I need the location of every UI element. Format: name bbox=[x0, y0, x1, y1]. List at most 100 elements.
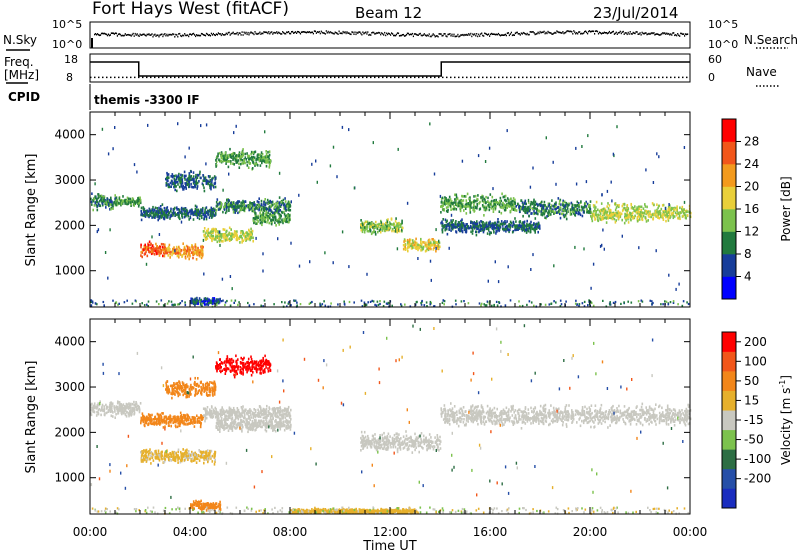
ground-scatter-cell bbox=[299, 303, 302, 306]
noise-sample bbox=[258, 32, 260, 35]
scatter-cell bbox=[461, 202, 464, 206]
scatter-cell bbox=[269, 216, 271, 220]
noise-sample bbox=[425, 35, 427, 37]
scatter-cell bbox=[212, 211, 214, 214]
scatter-cell bbox=[430, 247, 432, 251]
scatter-cell bbox=[564, 207, 567, 211]
scatter-cell bbox=[468, 197, 470, 201]
scatter-cell bbox=[143, 214, 145, 217]
scatter-cell bbox=[481, 204, 484, 207]
scatter-cell bbox=[503, 204, 506, 207]
scatter-cell bbox=[518, 226, 520, 230]
ground-scatter-cell bbox=[226, 299, 228, 303]
scatter-cell bbox=[476, 204, 479, 207]
noise-cell bbox=[107, 276, 109, 280]
scatter-cell bbox=[462, 195, 464, 198]
scatter-cell bbox=[265, 201, 267, 205]
scatter-cell bbox=[387, 218, 389, 221]
scatter-cell bbox=[514, 208, 516, 212]
scatter-cell bbox=[233, 233, 236, 237]
scatter-cell bbox=[641, 217, 643, 221]
noise-sample bbox=[129, 34, 131, 36]
scatter-cell bbox=[461, 223, 463, 227]
noise-sample bbox=[556, 30, 558, 32]
scatter-cell bbox=[147, 242, 149, 246]
scatter-cell bbox=[166, 251, 168, 255]
ground-scatter-cell bbox=[377, 303, 380, 306]
scatter-cell bbox=[109, 203, 112, 206]
noise-sample bbox=[613, 33, 615, 35]
ground-scatter-cell bbox=[430, 302, 432, 305]
scatter-cell bbox=[210, 208, 213, 211]
scatter-cell bbox=[192, 256, 194, 260]
ground-scatter-cell bbox=[609, 303, 611, 306]
ground-scatter-cell bbox=[420, 302, 422, 305]
scatter-cell bbox=[510, 197, 512, 201]
scatter-cell bbox=[115, 202, 117, 206]
scatter-cell bbox=[232, 232, 234, 236]
scatter-cell bbox=[415, 237, 417, 241]
scatter-cell bbox=[178, 210, 180, 214]
scatter-cell bbox=[673, 215, 676, 218]
scatter-cell bbox=[217, 230, 220, 233]
scatter-cell bbox=[665, 215, 667, 219]
scatter-cell bbox=[273, 216, 276, 219]
noise-sample bbox=[273, 31, 275, 34]
scatter-cell bbox=[258, 158, 261, 161]
scatter-cell bbox=[667, 206, 670, 209]
scatter-cell bbox=[600, 202, 603, 205]
noise-sample bbox=[684, 35, 686, 37]
noise-sample bbox=[299, 32, 302, 35]
ground-scatter-cell bbox=[90, 300, 92, 303]
scatter-cell bbox=[571, 208, 574, 212]
ground-scatter-cell bbox=[664, 300, 666, 303]
scatter-cell bbox=[156, 210, 159, 213]
scatter-cell bbox=[537, 212, 539, 216]
scatter-cell bbox=[503, 222, 506, 226]
scatter-cell bbox=[525, 231, 528, 234]
noise-sample bbox=[430, 35, 432, 38]
noise-sample bbox=[166, 33, 168, 36]
noise-sample bbox=[453, 33, 455, 36]
scatter-cell bbox=[679, 206, 681, 210]
scatter-cell bbox=[360, 228, 363, 232]
scatter-cell bbox=[160, 214, 162, 217]
scatter-cell bbox=[599, 218, 602, 221]
scatter-cell bbox=[645, 220, 648, 223]
noise-sample bbox=[331, 32, 333, 34]
noise-sample bbox=[231, 32, 233, 35]
noise-cell bbox=[599, 244, 602, 248]
scatter-cell bbox=[152, 205, 154, 209]
scatter-cell bbox=[185, 213, 188, 216]
noise-sample bbox=[282, 31, 284, 33]
noise-sample bbox=[172, 33, 174, 35]
noise-cell bbox=[433, 172, 436, 176]
scatter-cell bbox=[234, 234, 237, 237]
scatter-cell bbox=[360, 223, 362, 227]
scatter-cell bbox=[412, 246, 414, 249]
noise-sample bbox=[205, 32, 208, 35]
scatter-cell bbox=[209, 175, 211, 178]
noise-sample bbox=[527, 33, 529, 36]
noise-sample bbox=[334, 31, 336, 34]
scatter-cell bbox=[667, 219, 670, 222]
scatter-cell bbox=[252, 161, 254, 164]
noise-sample bbox=[571, 31, 573, 33]
scatter-cell bbox=[514, 228, 516, 232]
scatter-cell bbox=[105, 201, 107, 204]
scatter-cell bbox=[192, 252, 194, 256]
scatter-cell bbox=[619, 215, 622, 219]
noise-sample bbox=[217, 32, 219, 34]
noise-sample bbox=[169, 33, 171, 36]
noise-sample bbox=[370, 34, 372, 36]
scatter-cell bbox=[481, 194, 483, 198]
scatter-cell bbox=[164, 214, 166, 218]
scatter-cell bbox=[145, 248, 148, 252]
scatter-cell bbox=[473, 200, 475, 204]
scatter-cell bbox=[388, 221, 391, 224]
noise-sample bbox=[518, 33, 520, 35]
scatter-cell bbox=[480, 196, 482, 199]
scatter-cell bbox=[151, 244, 154, 248]
noise-right-tick-top: 10^5 bbox=[708, 18, 738, 31]
scatter-cell bbox=[639, 214, 641, 217]
